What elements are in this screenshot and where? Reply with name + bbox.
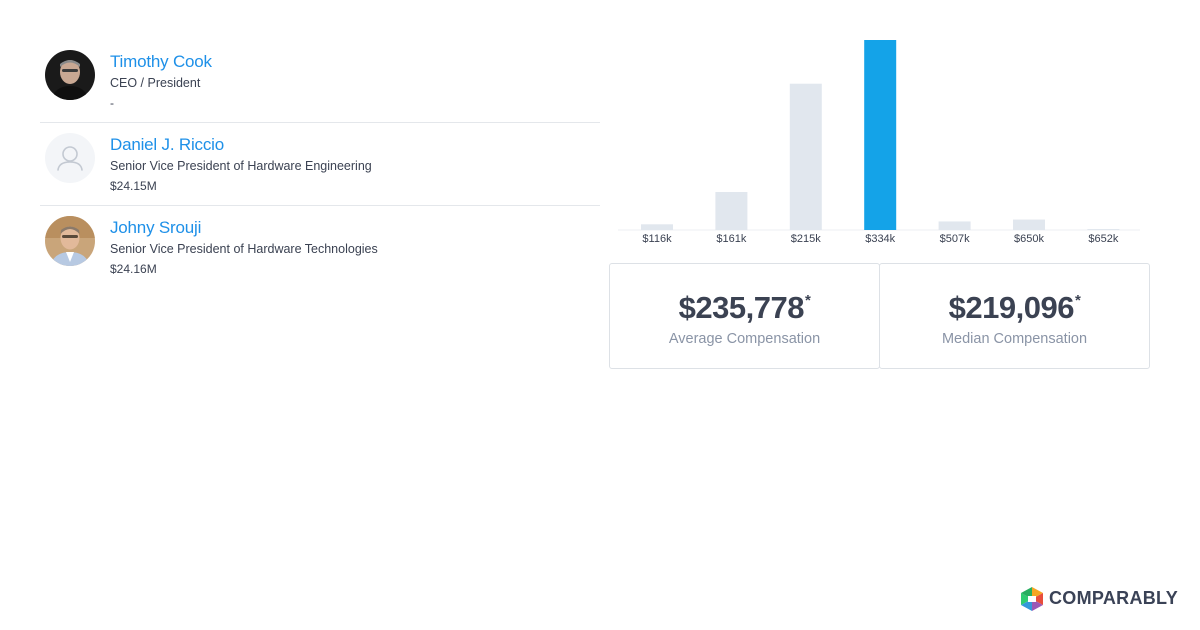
avatar-photo bbox=[45, 216, 95, 266]
histogram-svg: $116k $161k $215k $334k $507k $650k $652k bbox=[618, 40, 1140, 245]
average-compensation-card: $235,778* Average Compensation bbox=[609, 263, 880, 369]
histogram-bar[interactable] bbox=[864, 40, 897, 230]
median-compensation-label: Median Compensation bbox=[941, 331, 1088, 347]
placeholder-user-icon bbox=[45, 133, 95, 183]
average-compensation-value: $235,778* bbox=[678, 290, 811, 325]
comparably-logo-text: COMPARABLY bbox=[1049, 588, 1179, 608]
executive-name[interactable]: Timothy Cook bbox=[110, 52, 212, 71]
histogram-bar[interactable] bbox=[1087, 229, 1120, 230]
median-compensation-value: $219,096* bbox=[948, 290, 1081, 325]
histogram-bar[interactable] bbox=[715, 192, 748, 230]
histogram-bar[interactable] bbox=[1013, 219, 1045, 230]
executive-compensation: $24.15M bbox=[110, 179, 157, 193]
histogram-tick-label: $334k bbox=[865, 233, 895, 245]
histogram-bar[interactable] bbox=[641, 224, 673, 230]
avatar[interactable] bbox=[45, 133, 95, 183]
comparably-logo-icon bbox=[1021, 587, 1043, 611]
executive-title: Senior Vice President of Hardware Techno… bbox=[110, 242, 378, 256]
avatar-photo bbox=[45, 50, 95, 100]
histogram-bar[interactable] bbox=[938, 221, 971, 230]
histogram-tick-label: $507k bbox=[940, 233, 970, 245]
executive-name[interactable]: Johny Srouji bbox=[110, 218, 202, 237]
histogram-tick-label: $650k bbox=[1014, 233, 1044, 245]
histogram-tick-label: $116k bbox=[642, 233, 672, 245]
executive-compensation: $24.16M bbox=[110, 262, 157, 276]
executive-name[interactable]: Daniel J. Riccio bbox=[110, 135, 224, 154]
executive-title: CEO / President bbox=[110, 76, 201, 90]
histogram-tick-label: $215k bbox=[791, 233, 821, 245]
executive-row[interactable]: Timothy Cook CEO / President - bbox=[40, 40, 600, 123]
executive-compensation: - bbox=[110, 96, 114, 110]
median-compensation-card: $219,096* Median Compensation bbox=[879, 263, 1150, 369]
histogram-bar[interactable] bbox=[789, 83, 822, 230]
histogram-tick-label: $161k bbox=[716, 233, 746, 245]
executive-row[interactable]: Johny Srouji Senior Vice President of Ha… bbox=[40, 206, 600, 289]
avatar[interactable] bbox=[45, 216, 95, 266]
executive-row[interactable]: Daniel J. Riccio Senior Vice President o… bbox=[40, 123, 600, 206]
median-asterisk: * bbox=[1074, 292, 1081, 309]
compensation-histogram: $116k $161k $215k $334k $507k $650k $652k bbox=[618, 30, 1140, 250]
average-asterisk: * bbox=[804, 292, 811, 309]
executive-title: Senior Vice President of Hardware Engine… bbox=[110, 159, 372, 173]
histogram-tick-label: $652k bbox=[1088, 233, 1118, 245]
average-compensation-label: Average Compensation bbox=[668, 331, 821, 347]
executive-list: Timothy Cook CEO / President - Daniel J.… bbox=[40, 40, 600, 289]
avatar[interactable] bbox=[45, 50, 95, 100]
